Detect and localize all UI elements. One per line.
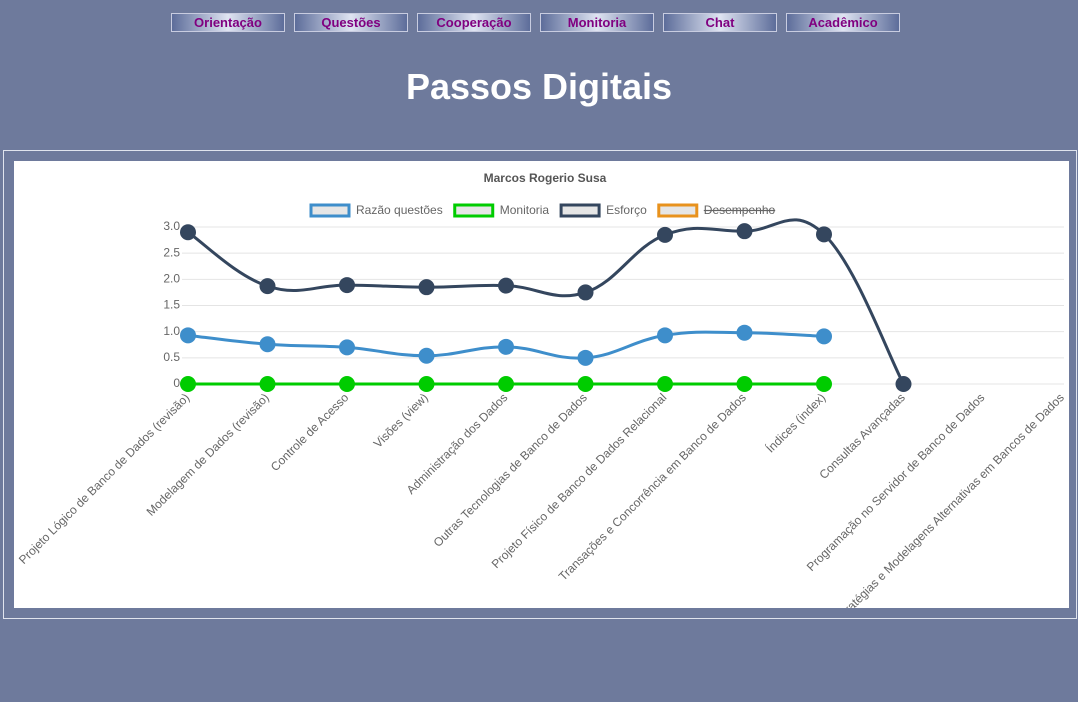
y-tick-label: 0 bbox=[173, 376, 180, 390]
data-point bbox=[657, 376, 673, 392]
nav-button[interactable]: Acadêmico bbox=[786, 13, 900, 32]
data-point bbox=[259, 278, 276, 295]
data-point bbox=[816, 376, 832, 392]
data-point bbox=[259, 336, 276, 353]
series-line bbox=[187, 218, 905, 385]
data-point bbox=[577, 284, 594, 301]
data-point bbox=[498, 376, 514, 392]
data-point bbox=[339, 277, 355, 294]
legend-swatch bbox=[559, 203, 601, 218]
data-point bbox=[180, 376, 196, 392]
legend-swatch bbox=[309, 203, 351, 218]
x-tick-label: Projeto Lógico de Banco de Dados (revisã… bbox=[16, 390, 192, 566]
data-point bbox=[816, 226, 832, 243]
data-point bbox=[339, 339, 355, 356]
x-tick-label: Consultas Avançadas bbox=[817, 390, 908, 481]
data-point bbox=[339, 376, 355, 392]
x-tick-label: Projeto Físico de Banco de Dados Relacio… bbox=[489, 390, 670, 571]
legend-swatch bbox=[453, 203, 495, 218]
nav-button[interactable]: Chat bbox=[663, 13, 777, 32]
data-point bbox=[577, 376, 594, 392]
x-tick-label: Outras Tecnologias de Banco de Dados bbox=[431, 390, 590, 549]
data-point bbox=[736, 223, 753, 240]
legend-swatch bbox=[657, 203, 699, 218]
legend-label: Monitoria bbox=[500, 203, 550, 217]
x-tick-label: Índices (index) bbox=[763, 390, 829, 456]
page-title: Passos Digitais bbox=[405, 66, 673, 107]
data-point bbox=[657, 226, 673, 243]
data-point bbox=[736, 376, 753, 392]
y-tick-label: 0.5 bbox=[163, 350, 180, 364]
data-point bbox=[180, 327, 196, 344]
data-point bbox=[418, 279, 435, 296]
x-tick-label: Transações e Concorrência em Banco de Da… bbox=[556, 390, 749, 583]
nav-button[interactable]: Cooperação bbox=[417, 13, 531, 32]
chart-panel: Marcos Rogerio Susa 0 0.5 1.0 1.5 2.0 2.5 3.0 P… bbox=[3, 150, 1077, 619]
y-tick-label: 3.0 bbox=[163, 219, 180, 233]
data-point bbox=[259, 376, 276, 392]
data-point bbox=[418, 347, 435, 364]
chart: Marcos Rogerio Susa 0 0.5 1.0 1.5 2.0 2.5 3.0 P… bbox=[14, 161, 1069, 608]
nav-bar: Orientação Questões Cooperação Monitoria Cha… bbox=[171, 13, 900, 32]
data-point bbox=[895, 376, 912, 392]
data-point bbox=[577, 349, 594, 366]
data-point bbox=[180, 224, 196, 241]
y-tick-label: 1.0 bbox=[163, 324, 180, 338]
nav-button[interactable]: Questões bbox=[294, 13, 408, 32]
data-point bbox=[498, 338, 514, 355]
nav-button[interactable]: Orientação bbox=[171, 13, 285, 32]
y-tick-label: 1.5 bbox=[163, 298, 180, 312]
legend-label: Esforço bbox=[606, 203, 647, 217]
data-point bbox=[418, 376, 435, 392]
y-tick-label: 2.5 bbox=[163, 245, 180, 259]
x-tick-label: Controle de Acesso bbox=[268, 390, 352, 474]
data-point bbox=[816, 328, 832, 345]
nav-button[interactable]: Monitoria bbox=[540, 13, 654, 32]
y-tick-label: 2.0 bbox=[163, 272, 180, 286]
legend-label: Desempenho bbox=[704, 203, 776, 217]
data-point bbox=[736, 324, 753, 341]
data-point bbox=[657, 327, 673, 344]
legend-label: Razão questões bbox=[356, 203, 443, 217]
data-point bbox=[498, 277, 514, 294]
x-tick-label: Programação no Servidor de Banco de Dado… bbox=[804, 390, 987, 573]
chart-title: Marcos Rogerio Susa bbox=[484, 171, 607, 185]
x-tick-label: Visões (view) bbox=[371, 390, 431, 450]
